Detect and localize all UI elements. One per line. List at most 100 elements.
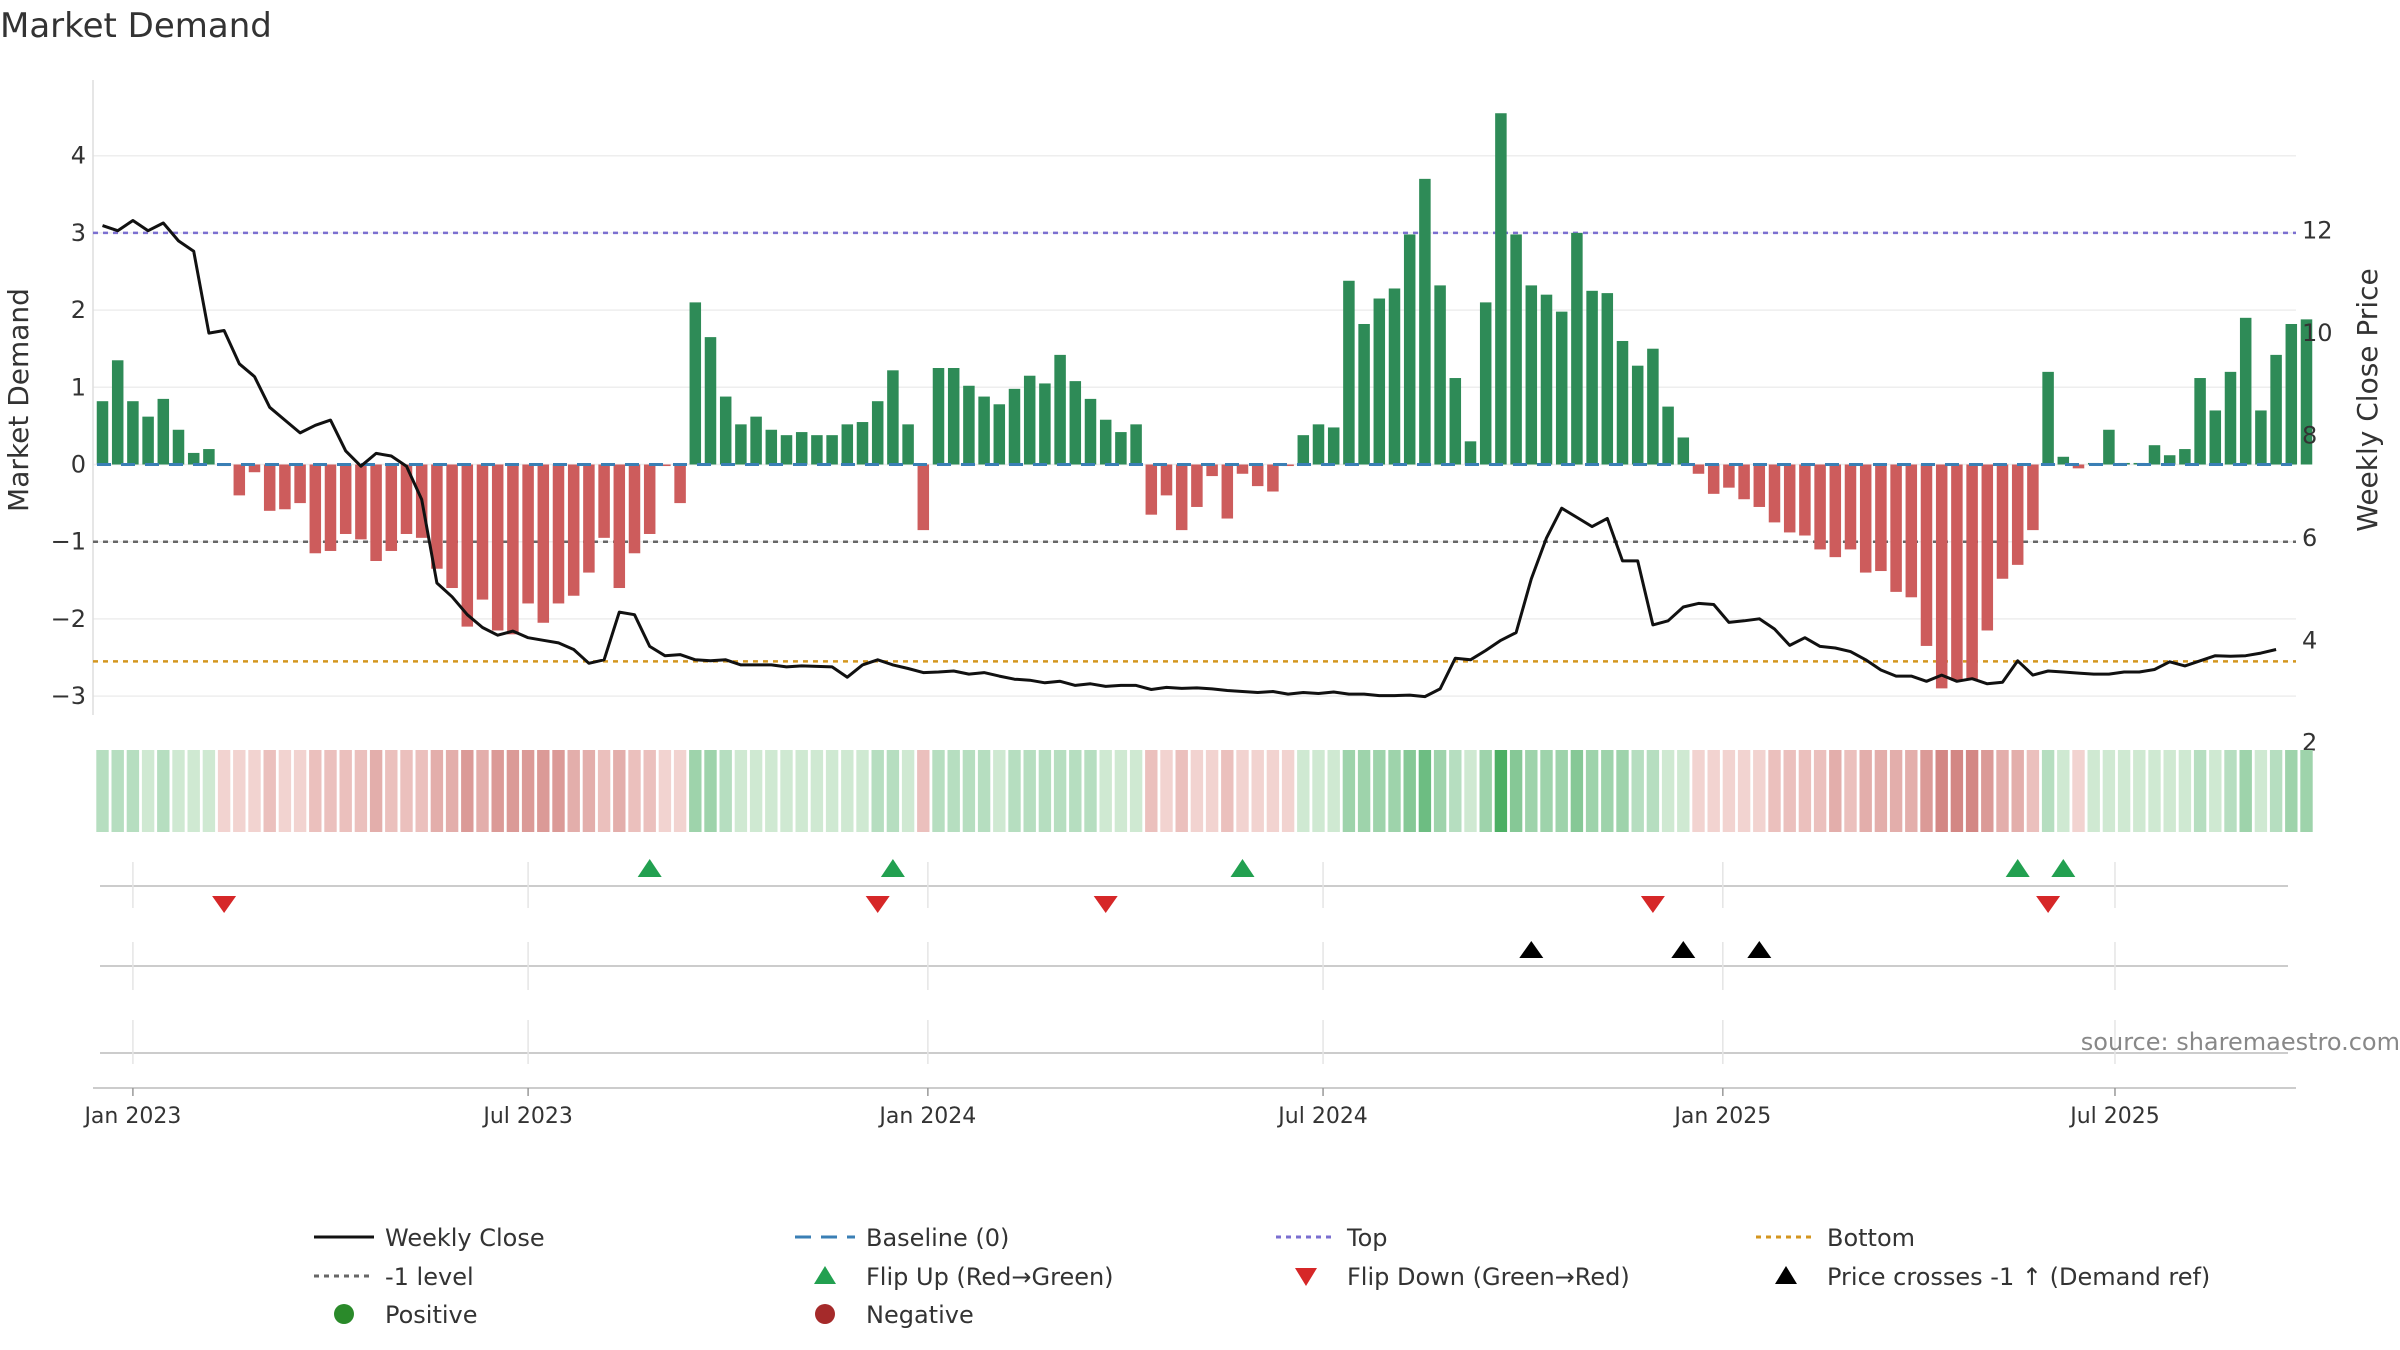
heat-strip-cell bbox=[476, 750, 489, 832]
demand-bar bbox=[1555, 311, 1568, 465]
demand-bar bbox=[142, 416, 154, 465]
heat-strip-cell bbox=[1996, 750, 2009, 832]
demand-bar bbox=[2194, 378, 2206, 465]
heat-strip-cell bbox=[1205, 750, 1219, 832]
demand-bar bbox=[400, 464, 413, 534]
heat-strip-cell bbox=[1449, 750, 1462, 832]
legend-positive-dot bbox=[334, 1304, 354, 1324]
demand-bar bbox=[1707, 464, 1720, 494]
heat-strip-cell bbox=[613, 750, 626, 832]
heat-strip-cell bbox=[1540, 750, 1553, 832]
demand-bar bbox=[993, 404, 1006, 465]
demand-bar bbox=[841, 424, 854, 465]
demand-bar bbox=[2011, 464, 2024, 565]
legend-negative-dot bbox=[815, 1304, 835, 1324]
heat-strip-cell bbox=[2163, 750, 2176, 832]
heat-strip-cell bbox=[1874, 750, 1888, 832]
x-tick-label: Jan 2024 bbox=[877, 1104, 976, 1129]
heat-strip-cell bbox=[2072, 750, 2085, 832]
demand-bar bbox=[2027, 464, 2039, 531]
heat-strip-cell bbox=[1768, 750, 1781, 832]
demand-bar bbox=[1768, 464, 1781, 523]
demand-bar bbox=[2057, 456, 2070, 465]
legend-top-label: Top bbox=[1346, 1224, 1388, 1252]
demand-bar bbox=[2163, 455, 2176, 465]
demand-bar bbox=[2224, 371, 2237, 465]
legend-flip-down-icon bbox=[1295, 1268, 1317, 1286]
demand-bar bbox=[659, 464, 671, 467]
heat-strip-cell bbox=[1737, 750, 1751, 832]
heat-strip-cell bbox=[263, 750, 276, 832]
demand-bar bbox=[1723, 464, 1735, 488]
demand-bar bbox=[491, 464, 504, 631]
flip-up-marker bbox=[1230, 859, 1255, 877]
heat-strip-cell bbox=[111, 750, 124, 832]
heat-strip-cell bbox=[461, 750, 474, 832]
legend-item-flip-up: Flip Up (Red→Green) bbox=[814, 1263, 1114, 1291]
heat-strip-cell bbox=[1965, 750, 1979, 832]
demand-bar bbox=[1844, 464, 1857, 550]
heat-strip-cell bbox=[1433, 750, 1447, 832]
heat-strip-cell bbox=[1905, 750, 1918, 832]
heat-strip-cell bbox=[597, 750, 611, 832]
heat-strip-cell bbox=[2178, 750, 2192, 832]
demand-bar bbox=[2042, 371, 2054, 465]
demand-bar bbox=[674, 464, 686, 504]
heat-strip-cell bbox=[1312, 750, 1325, 832]
heat-strip-cell bbox=[1129, 750, 1143, 832]
demand-bar bbox=[1115, 432, 1127, 465]
heat-strip-cell bbox=[962, 750, 976, 832]
demand-bar bbox=[96, 401, 109, 465]
heat-strip-cell bbox=[1084, 750, 1097, 832]
demand-bar bbox=[1890, 464, 1902, 592]
heat-strip-cell bbox=[993, 750, 1006, 832]
heat-strip-cell bbox=[369, 750, 383, 832]
heat-strip-cell bbox=[187, 750, 200, 832]
heat-strip-cell bbox=[1023, 750, 1036, 832]
heat-strip-cell bbox=[2133, 750, 2146, 832]
demand-bar bbox=[1479, 302, 1492, 465]
demand-bar bbox=[856, 422, 869, 465]
demand-bar bbox=[1859, 464, 1872, 573]
heat-strip-cell bbox=[491, 750, 504, 832]
heat-strip-cell bbox=[2224, 750, 2237, 832]
heat-strip-cell bbox=[2209, 750, 2222, 832]
left-y-label: Market Demand bbox=[2, 288, 35, 512]
flip-up-marker bbox=[2051, 859, 2076, 877]
demand-bar bbox=[187, 452, 200, 465]
right-y-ticks: 2 4 6 8 10 12 bbox=[2302, 217, 2333, 757]
demand-bar bbox=[1631, 365, 1644, 465]
heat-strip-cell bbox=[977, 750, 991, 832]
demand-bar bbox=[1160, 464, 1173, 496]
heat-strip-cell bbox=[947, 750, 960, 832]
heat-strip-cell bbox=[1373, 750, 1386, 832]
heat-strip-cell bbox=[1342, 750, 1356, 832]
demand-bar bbox=[932, 368, 945, 465]
demand-bar bbox=[1966, 464, 1978, 680]
demand-heat-strip bbox=[96, 750, 2313, 832]
demand-bar bbox=[704, 337, 717, 465]
legend-item-negative: Negative bbox=[815, 1301, 974, 1329]
demand-bar bbox=[583, 464, 595, 573]
x-tick-label: Jan 2023 bbox=[82, 1104, 181, 1129]
legend-minus-one-label: -1 level bbox=[385, 1263, 474, 1291]
demand-bars bbox=[96, 113, 2313, 689]
demand-bar bbox=[719, 396, 732, 465]
demand-bar bbox=[1054, 354, 1066, 465]
demand-bar bbox=[2179, 449, 2191, 465]
demand-bar bbox=[1327, 427, 1340, 465]
heat-strip-cell bbox=[1175, 750, 1188, 832]
demand-bar bbox=[1540, 294, 1553, 465]
heat-strip-cell bbox=[445, 750, 459, 832]
demand-bar bbox=[1647, 348, 1659, 465]
heat-strip-cell bbox=[1190, 750, 1204, 832]
demand-bar bbox=[1373, 298, 1386, 465]
y2-tick-label: 6 bbox=[2302, 524, 2317, 552]
price-cross-marker bbox=[1747, 941, 1772, 958]
demand-bar bbox=[1419, 178, 1431, 465]
demand-bar bbox=[1783, 464, 1796, 533]
demand-bar bbox=[1099, 419, 1112, 465]
heat-strip-cell bbox=[293, 750, 307, 832]
y2-tick-label: 8 bbox=[2302, 422, 2317, 450]
heat-strip-cell bbox=[628, 750, 641, 832]
